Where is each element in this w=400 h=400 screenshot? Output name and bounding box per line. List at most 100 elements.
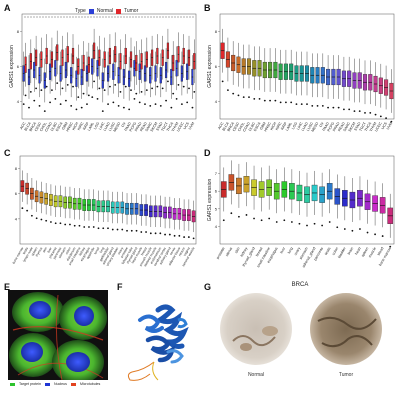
panel-letter-d: D [204,148,211,158]
x-tick-label: uterus [225,246,234,257]
x-tick-label: testis [22,246,29,255]
outlier-point [381,235,384,237]
outlier-point [188,87,190,90]
x-tick-label: thymus [35,246,44,257]
outlier-point [242,96,245,99]
outlier-point [161,87,164,90]
x-tick-label: placenta [48,246,58,259]
outlier-point [87,94,90,97]
outlier-point [22,103,25,106]
outlier-point [145,89,148,92]
x-tick-label: BLCA [222,121,230,132]
outlier-point [279,101,282,104]
outlier-point [144,103,146,106]
outlier-point [135,92,138,95]
x-tick-label: LUAD [301,121,309,132]
outlier-point [253,97,256,100]
outlier-point [107,103,109,106]
outlier-point [300,103,303,106]
outlier-point [77,96,80,99]
outlier-point [59,222,62,225]
outlier-point [124,85,127,88]
x-tick-label: ovary [293,246,301,256]
outlier-point [182,85,185,88]
x-tick-label: kidney [78,246,86,256]
outlier-point [30,214,33,217]
x-tick-label: SKCM [150,122,159,133]
x-tick-label: STAD [155,121,163,131]
outlier-point [33,99,36,102]
x-tick-label: STAD [353,121,361,131]
x-tick-label: READ [337,121,346,132]
outlier-point [389,245,392,248]
outlier-point [59,103,62,106]
x-tick-label: KIRP [82,121,90,131]
outlier-point [337,106,340,109]
y-tick-label: 8 [15,166,18,171]
panel-letter-g: G [204,282,212,292]
outlier-point [306,224,308,227]
y-tick-label: 4 [17,99,20,104]
outlier-point [258,97,261,100]
outlier-point [237,94,240,97]
outlier-point [260,219,263,222]
outlier-point [114,83,117,86]
outlier-point [111,228,114,231]
chart-b-tumor-ranked: GARS1 expression 4 6 8 ACCBLCABRCACESCCHOLCO… [207,13,395,133]
outlier-point [83,226,86,228]
outlier-point [72,85,74,88]
x-tick-label: gallbladder [99,246,111,262]
outlier-point [232,92,235,95]
x-tick-label: UCS [183,121,191,130]
outlier-point [238,215,240,218]
outlier-point [138,101,141,104]
outlier-point [295,103,298,106]
x-tick-label: CHOL [237,122,245,133]
x-tick-label: prostate [120,246,129,258]
if-legend-microtubule-label: Microtubules [79,382,101,386]
outlier-point [116,228,119,231]
outlier-point [164,233,166,236]
outlier-point [70,104,73,107]
outlier-point [140,231,143,233]
x-tick-label: heart [354,247,362,256]
chart-a-normal-vs-tumor: GARS1 expression 4 6 8 ACCBLCABRCACESCCHOLCO… [9,13,197,133]
outlier-point [359,228,361,230]
outlier-point [112,101,115,104]
if-legend-nucleus-swatch [44,382,50,386]
x-tick-label: KICH [71,121,79,131]
outlier-point [348,108,351,111]
outlier-point [145,231,147,233]
plot-frame [19,155,197,245]
outlier-point [119,90,122,93]
outlier-point [321,104,324,107]
panel-letter-b: B [204,3,211,13]
x-tick-label: BRCA [227,121,236,132]
x-tick-label: BRCA [29,121,38,132]
outlier-point [126,229,128,232]
if-legend-target-label: Target protein [19,382,41,386]
x-tick-label: lung [287,247,294,255]
outlier-point [140,90,143,93]
outlier-point [385,117,387,120]
x-tick-label: UVM [386,122,393,131]
outlier-point [177,83,180,86]
outlier-point [374,113,377,116]
outlier-point [26,209,29,212]
x-tick-label: PAAD [322,121,330,132]
outlier-point [45,219,48,222]
x-tick-label: blood [377,247,385,257]
x-tick-label: SARC [343,121,352,132]
panel-e-immunofluorescence: Target protein Nucleus Microtubules [8,290,108,388]
ihc-tumor-label: Tumor [338,372,354,378]
outlier-point [130,229,133,232]
outlier-point [222,219,225,222]
outlier-point [321,224,324,227]
outlier-point [268,217,271,220]
outlier-point [374,233,376,236]
outlier-point [159,232,162,235]
legend-swatch-normal [88,8,94,14]
outlier-point [130,89,132,92]
outlier-point [93,80,96,83]
